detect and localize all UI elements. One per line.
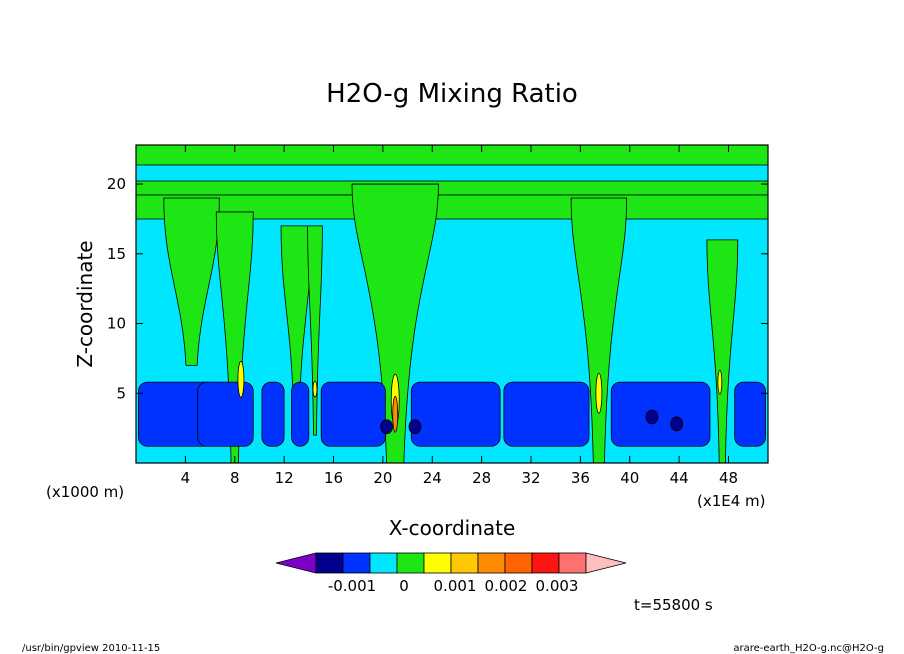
colorbar-swatch [423, 552, 452, 574]
x-tick-label: 20 [373, 469, 392, 487]
time-label: t=55800 s [634, 596, 713, 614]
colorbar-arrow-left [275, 552, 317, 574]
x-tick-label: 24 [423, 469, 442, 487]
x-tick-label: 12 [275, 469, 294, 487]
colorbar-swatch [342, 552, 371, 574]
x-tick-label: 32 [521, 469, 540, 487]
colorbar-label: 0 [399, 577, 409, 595]
moist-peak [312, 380, 318, 398]
x-axis-label: X-coordinate [389, 516, 516, 540]
contour-field [135, 144, 769, 464]
x-unit-left: (x1000 m) [46, 483, 124, 501]
moist-layer-top [135, 144, 769, 166]
y-axis-label: Z-coordinate [73, 240, 97, 367]
very-dry-spot [670, 416, 684, 432]
colorbar-swatch [531, 552, 560, 574]
y-tick-label: 20 [107, 175, 126, 193]
dry-region [610, 381, 711, 447]
x-tick-label: 36 [571, 469, 590, 487]
plot-frame [135, 144, 769, 464]
x-unit-right: (x1E4 m) [697, 492, 766, 510]
moist-peak [237, 360, 245, 398]
colorbar-label: 0.003 [536, 577, 579, 595]
colorbar: -0.001 0 0.001 0.002 0.003 [275, 552, 627, 595]
x-tick-label: 40 [620, 469, 639, 487]
x-tick-label: 4 [181, 469, 191, 487]
footer-left: /usr/bin/gpview 2010-11-15 [22, 643, 160, 654]
very-dry-spot [380, 419, 393, 435]
moist-layer-upper [135, 180, 769, 196]
chart-title: H2O-g Mixing Ratio [326, 79, 578, 109]
dry-region [503, 381, 590, 447]
colorbar-label: 0.001 [434, 577, 477, 595]
x-tick-label: 48 [719, 469, 738, 487]
x-tick-label: 8 [230, 469, 240, 487]
dry-region [410, 381, 501, 447]
dry-region [291, 381, 310, 447]
colorbar-swatch [369, 552, 398, 574]
dry-region [261, 381, 285, 447]
very-dry-spot [408, 419, 422, 435]
x-tick-label: 16 [324, 469, 343, 487]
colorbar-swatch [315, 552, 344, 574]
dry-region [197, 381, 254, 447]
colorbar-swatch [396, 552, 425, 574]
footer-right: arare-earth_H2O-g.nc@H2O-g [733, 643, 884, 654]
y-tick-label: 10 [107, 315, 126, 333]
x-tick-label: 44 [670, 469, 689, 487]
colorbar-arrow-right [585, 552, 627, 574]
moist-plume [307, 225, 323, 436]
moist-peak [595, 372, 603, 414]
moist-peak-high [392, 395, 399, 433]
colorbar-label: 0.002 [485, 577, 528, 595]
very-dry-spot [645, 409, 659, 425]
colorbar-swatch [504, 552, 533, 574]
colorbar-swatch [558, 552, 587, 574]
colorbar-swatch [450, 552, 479, 574]
moist-plume [163, 197, 220, 366]
dry-region [734, 381, 766, 447]
colorbar-swatch [477, 552, 506, 574]
dry-region [320, 381, 386, 447]
moist-peak [717, 369, 723, 395]
x-tick-label: 28 [472, 469, 491, 487]
y-tick-label: 5 [116, 384, 126, 402]
colorbar-label: -0.001 [328, 577, 376, 595]
y-tick-label: 15 [107, 245, 126, 263]
